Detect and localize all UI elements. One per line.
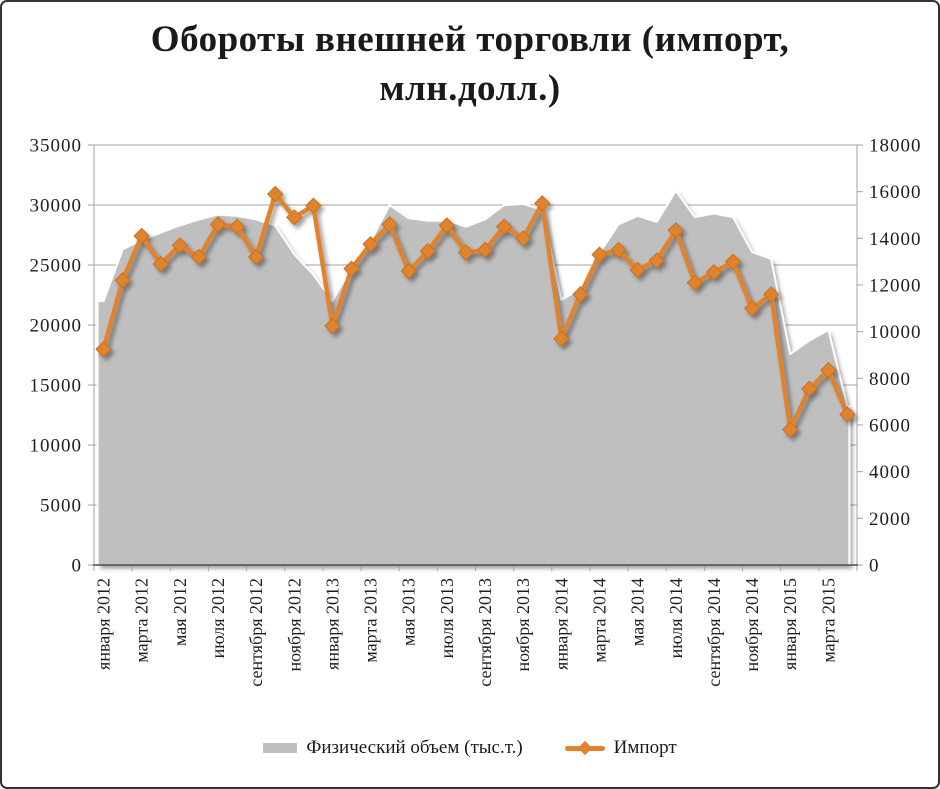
chart-title-line1: Обороты внешней торговли (импорт,	[150, 19, 790, 60]
diamond-marker	[743, 300, 761, 317]
svg-text:10000: 10000	[30, 436, 83, 457]
legend-label-import: Импорт	[613, 737, 677, 758]
diamond-marker	[171, 237, 189, 254]
chart-title-line2: млн.долл.)	[379, 67, 561, 109]
svg-text:ноября 2012: ноября 2012	[284, 578, 304, 672]
legend: Физический объем (тыс.т.) Импорт	[2, 737, 938, 759]
x-axis-labels: января 2012 марта 2012 мая 2012 июля 2012 се…	[94, 578, 839, 687]
diamond-marker	[247, 248, 265, 266]
line-diamond-swatch-icon	[564, 740, 605, 756]
diamond-marker	[114, 272, 131, 289]
svg-text:июля 2014: июля 2014	[666, 578, 686, 658]
svg-text:января 2014: января 2014	[551, 578, 571, 670]
svg-text:5000: 5000	[40, 496, 82, 517]
svg-text:марта 2015: марта 2015	[818, 578, 838, 663]
svg-text:мая 2014: мая 2014	[628, 578, 648, 646]
diamond-marker	[705, 263, 723, 281]
diamond-marker	[152, 255, 169, 273]
diamond-marker	[495, 218, 513, 235]
diamond-marker	[820, 361, 837, 379]
svg-text:25000: 25000	[30, 256, 83, 277]
diamond-marker	[782, 421, 799, 438]
diamond-marker	[267, 185, 284, 203]
diamond-marker	[801, 380, 818, 398]
svg-text:сентября 2013: сентября 2013	[475, 578, 495, 687]
diamond-marker	[572, 286, 589, 303]
svg-text:ноября 2014: ноября 2014	[742, 578, 762, 672]
diamond-marker	[514, 230, 532, 247]
series-line-import	[95, 185, 856, 438]
diamond-marker	[305, 197, 322, 214]
diamond-marker	[133, 227, 150, 245]
svg-text:4000: 4000	[869, 462, 911, 483]
svg-text:мая 2013: мая 2013	[399, 578, 419, 646]
diamond-marker	[381, 216, 398, 233]
svg-text:ноября 2013: ноября 2013	[513, 578, 533, 672]
svg-text:января 2013: января 2013	[322, 578, 342, 670]
svg-text:12000: 12000	[869, 276, 922, 297]
axes	[88, 144, 863, 571]
svg-text:35000: 35000	[30, 136, 83, 157]
svg-text:2000: 2000	[869, 509, 911, 530]
svg-text:14000: 14000	[869, 229, 922, 250]
diamond-marker	[343, 260, 360, 277]
diamond-marker	[228, 218, 246, 235]
diamond-marker	[667, 221, 684, 239]
svg-text:марта 2014: марта 2014	[589, 578, 609, 663]
diamond-marker	[95, 340, 112, 358]
legend-item-physical-volume: Физический объем (тыс.т.)	[263, 737, 523, 759]
svg-text:марта 2012: марта 2012	[132, 578, 152, 663]
diamond-marker	[610, 241, 627, 259]
svg-text:мая 2012: мая 2012	[170, 578, 190, 646]
diamond-marker	[362, 235, 379, 253]
legend-label-physical-volume: Физический объем (тыс.т.)	[306, 737, 523, 758]
diamond-marker	[762, 286, 780, 303]
svg-text:сентября 2012: сентября 2012	[246, 578, 266, 687]
svg-text:10000: 10000	[869, 322, 922, 343]
diamond-marker	[839, 406, 856, 423]
series-area-physical-volume	[96, 189, 851, 565]
diamond-marker	[553, 330, 570, 347]
diamond-marker	[324, 317, 341, 335]
diamond-marker	[534, 195, 551, 212]
svg-text:30000: 30000	[30, 196, 83, 217]
svg-text:января 2012: января 2012	[94, 578, 114, 670]
diamond-marker	[286, 209, 303, 226]
diamond-marker	[190, 248, 208, 266]
diamond-marker	[591, 246, 608, 263]
diamond-marker	[724, 253, 742, 270]
diamond-marker	[629, 261, 646, 279]
svg-text:января 2015: января 2015	[780, 578, 800, 670]
area-swatch-icon	[263, 743, 298, 753]
svg-text:0: 0	[869, 556, 880, 577]
diamond-marker	[400, 262, 417, 280]
svg-text:марта 2013: марта 2013	[361, 578, 381, 663]
diamond-marker	[419, 242, 437, 260]
left-axis-labels: 0 5000 10000 15000 20000 25000 30000 35000	[30, 136, 83, 577]
svg-text:июля 2013: июля 2013	[437, 578, 457, 658]
diamond-marker	[476, 241, 494, 259]
svg-text:16000: 16000	[869, 182, 922, 203]
diamond-marker	[686, 274, 704, 291]
diamond-marker	[438, 217, 456, 234]
diamond-marker	[457, 244, 475, 261]
svg-text:6000: 6000	[869, 416, 911, 437]
svg-text:сентября 2014: сентября 2014	[704, 578, 724, 687]
svg-text:15000: 15000	[30, 376, 83, 397]
chart-title: Обороты внешней торговли (импорт, млн.до…	[2, 16, 938, 114]
svg-text:0: 0	[72, 556, 83, 577]
svg-text:8000: 8000	[869, 369, 911, 390]
svg-text:20000: 20000	[30, 316, 83, 337]
legend-item-import: Импорт	[564, 737, 677, 759]
svg-text:июля 2012: июля 2012	[208, 578, 228, 658]
diamond-marker	[209, 216, 227, 233]
right-axis-labels: 0 2000 4000 6000 8000 10000 12000 14000 16000 180…	[869, 136, 922, 577]
svg-text:18000: 18000	[869, 136, 922, 157]
diamond-marker	[648, 252, 665, 269]
